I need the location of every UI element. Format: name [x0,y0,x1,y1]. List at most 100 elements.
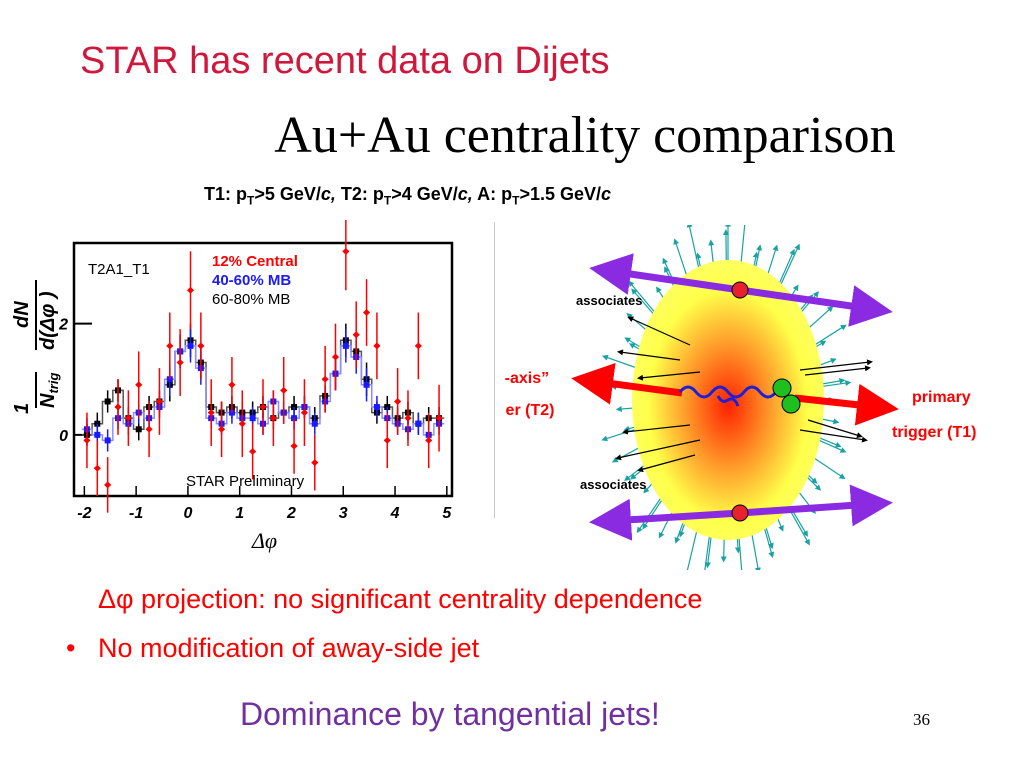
data-point [155,397,163,405]
data-point [187,286,195,294]
gluon-branch [716,395,740,407]
data-point [114,403,122,411]
panel-label: T2A1_T1 [88,261,150,278]
label-primary: primary [912,389,971,406]
bullet-2: • No modification of away-side jet [66,633,479,664]
y-label-dphi: d(Δφ ) [37,291,59,350]
data-point [197,342,205,350]
associate-track [622,424,691,435]
data-point [135,381,143,389]
cut-a: A: pT>1.5 GeV/c [472,184,612,208]
bottom-jet-origin [731,504,749,522]
data-point [104,481,112,489]
associate-track [807,419,863,438]
x-tick-label: 1 [235,505,244,522]
data-point [145,425,153,433]
series-step-line [81,345,445,442]
bullet-1: Δφ projection: no significant centrality… [66,584,702,615]
data-point [311,459,319,467]
t1-trigger-arrow [794,383,899,426]
plot-frame [72,241,454,498]
x-tick-label: -1 [129,505,143,522]
data-point [342,247,350,255]
associate-track [804,365,871,376]
label-associates-bottom: associates [580,477,647,492]
data-point [83,436,91,444]
data-point [218,425,226,433]
associate-track [637,454,696,473]
data-point [249,415,256,422]
cut-t2: T2: pT>4 GeV/c, [335,184,473,208]
bullet-marker-dot: • [66,633,76,663]
data-point [228,381,236,389]
data-point [352,331,360,339]
label-associates-top: associates [576,293,643,308]
data-point [166,342,174,350]
data-point [249,448,257,456]
page-number: 36 [913,710,930,729]
data-point [342,342,349,349]
data-point [207,409,215,417]
kinematic-cuts: T1: pT>5 GeV/c, T2: pT>4 GeV/c, A: pT>1.… [204,184,611,208]
parton-dot-1 [772,378,792,398]
associate-tracks [615,316,873,473]
x-axis-label: Δφ [251,528,277,553]
data-point [93,464,101,472]
data-point [176,359,184,367]
series-0 [83,220,443,513]
data-point [104,398,111,405]
associate-track [617,349,681,361]
data-point [404,414,412,422]
delta-phi-chart: -2 -1 0 1 2 3 4 5 0 2 T2A1_T1 12% Central 40-60% … [11,220,454,553]
top-jet-origin [731,281,749,299]
legend-40-60: 40-60% MB [212,272,291,289]
dijet-diagram: associates associates “jet-axis” trigger… [505,225,976,570]
x-tick-label: 5 [442,505,452,522]
x-tick-label: 2 [286,505,296,522]
top-jet-arrow-left [589,253,741,295]
label-jet-axis: “jet-axis” [505,370,549,387]
data-point [135,426,142,433]
data-point [415,420,422,427]
slide-title: STAR has recent data on Dijets [80,40,610,82]
conclusion-text: Dominance by tangential jets! [240,696,660,732]
data-point [435,414,443,422]
associate-track [637,371,701,381]
cut-t1: T1: pT>5 GeV/c, [204,184,336,208]
data-point [321,375,329,383]
bullet-1-text: projection: no significant centrality de… [133,584,703,614]
data-point [280,386,288,394]
slide-subtitle: Au+Au centrality comparison [274,107,896,164]
y-label-one: 1 [11,403,33,414]
bullet-2-text: No modification of away-side jet [98,633,480,663]
associate-track [615,439,701,461]
associate-track [799,429,868,443]
t2-trigger-arrow [571,362,683,405]
data-point [104,437,111,444]
data-point [259,403,267,411]
x-tick-label: 3 [339,505,348,522]
y-label-ntrig: Ntrig [37,373,61,408]
top-jet-arrow-right [739,285,893,327]
y-tick-label: 2 [58,317,68,334]
bullet-1-symbol: Δφ [98,584,134,614]
data-point [394,397,402,405]
associate-track [799,359,873,371]
y-label-dn: dN [11,301,33,328]
data-point [300,409,308,417]
x-tick-label: -2 [77,505,91,522]
x-tick-label: 4 [390,505,400,522]
y-tick-label: 0 [59,428,68,445]
star-preliminary: STAR Preliminary [186,473,305,490]
data-point [425,436,433,444]
y-axis-label: 1 Ntrig dN d(Δφ ) [11,280,61,414]
data-point [363,309,371,317]
bottom-jet-arrow-right [739,484,893,527]
data-point [414,342,422,350]
label-trigger-t1: trigger (T1) [892,424,976,441]
divider-line [494,222,495,518]
bottom-jet-arrow-left [589,498,741,541]
data-point [363,381,370,388]
legend-60-80: 60-80% MB [212,291,290,308]
data-point [331,353,339,361]
